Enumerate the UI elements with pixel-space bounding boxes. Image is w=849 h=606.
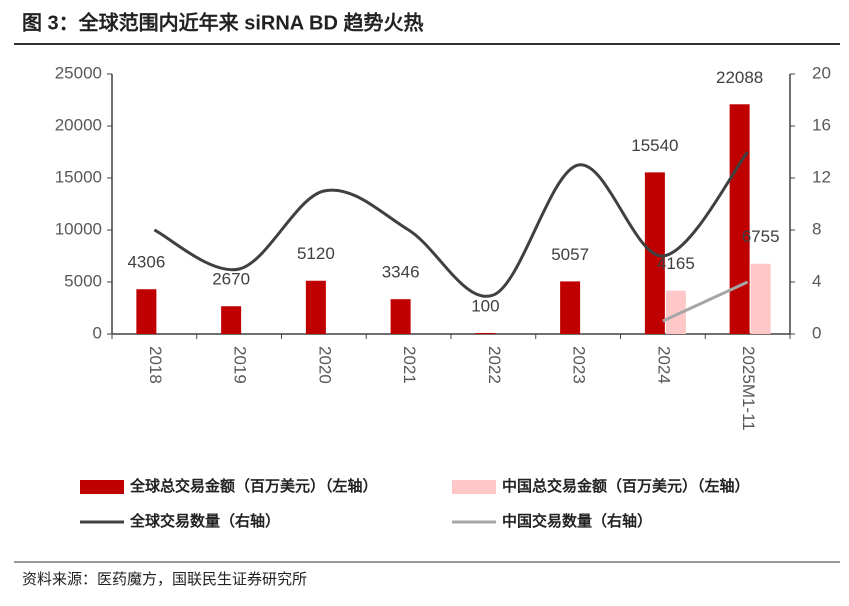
x-tick-label: 2024 (654, 346, 673, 384)
legend-swatch (452, 480, 496, 494)
bar (305, 280, 326, 334)
data-label: 2670 (212, 270, 250, 289)
data-label: 5057 (551, 245, 589, 264)
bar (665, 290, 686, 334)
legend-label: 全球总交易金额（百万美元）（左轴） (129, 477, 378, 495)
data-label: 4165 (657, 254, 695, 273)
bar (136, 289, 157, 334)
data-label: 4306 (127, 253, 165, 272)
x-tick-label: 2021 (400, 346, 419, 384)
bar (475, 332, 496, 334)
legend-label: 全球交易数量（右轴） (129, 512, 280, 530)
source: 资料来源：医药魔方，国联民生证券研究所 (22, 571, 307, 588)
x-tick-label: 2018 (146, 346, 165, 384)
bar (560, 281, 581, 334)
bar (729, 104, 750, 335)
bar (750, 263, 771, 334)
data-label: 3346 (382, 263, 420, 282)
bar (221, 306, 242, 334)
y2-tick-label: 0 (812, 323, 821, 342)
x-tick-label: 2023 (570, 346, 589, 384)
y-tick-label: 10000 (55, 219, 102, 238)
x-tick-label: 2022 (485, 346, 504, 384)
y-tick-label: 15000 (55, 167, 102, 186)
bar (390, 299, 411, 334)
legend-label: 中国交易数量（右轴） (502, 512, 652, 530)
y2-tick-label: 8 (812, 219, 821, 238)
data-label: 6755 (742, 227, 780, 246)
legend-label: 中国总交易金额（百万美元）（左轴） (502, 477, 750, 495)
y-tick-label: 5000 (64, 271, 102, 290)
x-tick-label: 2025M1-11 (739, 346, 758, 431)
legend-swatch (80, 480, 124, 494)
y2-tick-label: 16 (812, 115, 831, 134)
data-label: 22088 (716, 68, 763, 87)
y-tick-label: 0 (93, 323, 102, 342)
chart-title: 图 3：全球范围内近年来 siRNA BD 趋势火热 (22, 10, 424, 34)
data-label: 15540 (631, 136, 678, 155)
line (153, 151, 749, 298)
y2-tick-label: 20 (812, 63, 831, 82)
data-label: 100 (471, 296, 499, 315)
data-label: 5120 (297, 244, 335, 263)
y-tick-label: 25000 (55, 63, 102, 82)
y2-tick-label: 12 (812, 167, 831, 186)
x-tick-label: 2019 (231, 346, 250, 384)
x-tick-label: 2020 (315, 346, 334, 384)
y2-tick-label: 4 (812, 271, 821, 290)
line (662, 280, 749, 323)
y-tick-label: 20000 (55, 115, 102, 134)
